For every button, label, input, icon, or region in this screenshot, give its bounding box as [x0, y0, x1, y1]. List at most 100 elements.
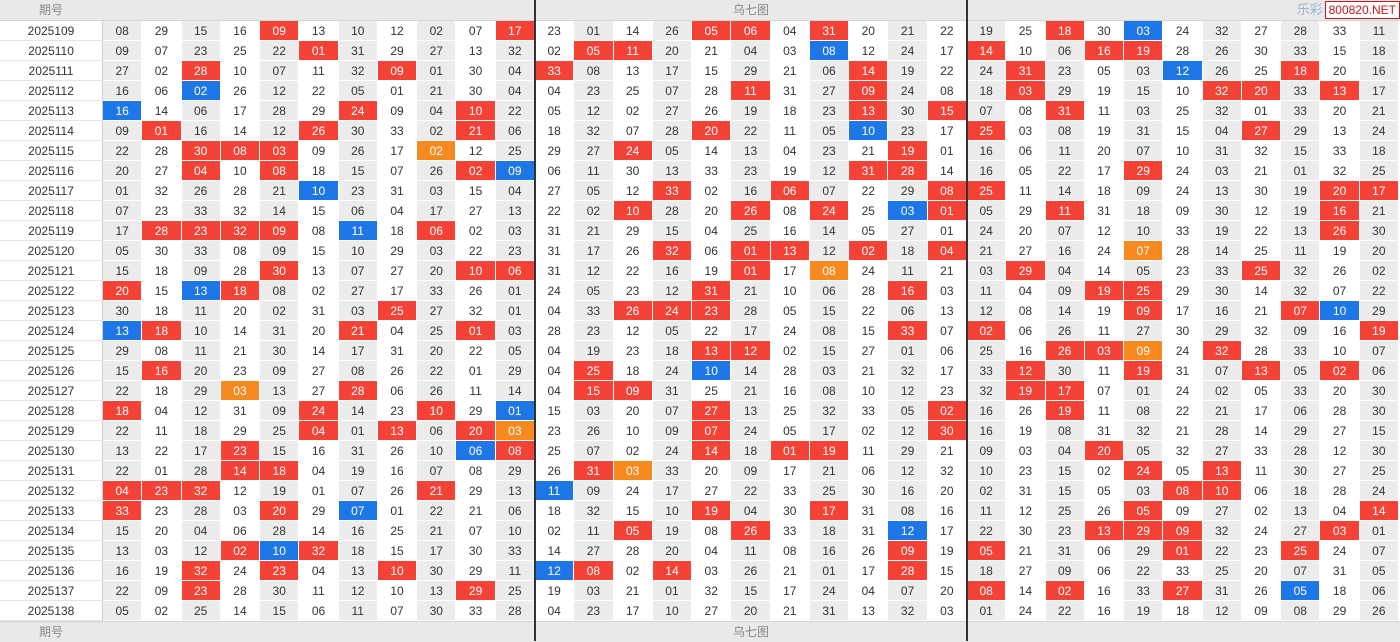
- highlighted-number-cell: 02: [456, 161, 496, 181]
- highlighted-number-cell: 15: [927, 101, 967, 121]
- number-cell: 22: [495, 101, 535, 121]
- highlighted-number-cell: 25: [967, 181, 1007, 201]
- number-cell: 03: [967, 261, 1007, 281]
- number-cell: 23: [535, 421, 575, 441]
- period-cell: 2025129: [0, 421, 102, 441]
- number-cell: 28: [260, 101, 300, 121]
- number-cell: 20: [1084, 141, 1125, 161]
- period-cell: 2025126: [0, 361, 102, 381]
- number-cell: 24: [1359, 121, 1399, 141]
- number-cell: 03: [495, 221, 535, 241]
- number-cell: 13: [338, 561, 378, 581]
- number-cell: 02: [849, 421, 889, 441]
- highlighted-number-cell: 03: [260, 141, 300, 161]
- highlighted-number-cell: 20: [1241, 81, 1282, 101]
- number-cell: 25: [495, 141, 535, 161]
- number-cell: 27: [456, 201, 496, 221]
- number-cell: 25: [967, 341, 1007, 361]
- number-cell: 10: [417, 441, 457, 461]
- number-cell: 23: [1006, 461, 1046, 481]
- number-cell: 24: [1163, 161, 1203, 181]
- number-cell: 04: [1045, 441, 1085, 461]
- number-cell: 06: [1359, 581, 1399, 601]
- number-cell: 15: [849, 321, 889, 341]
- number-cell: 29: [220, 421, 261, 441]
- number-cell: 28: [1281, 441, 1321, 461]
- number-cell: 31: [535, 221, 575, 241]
- number-cell: 01: [1281, 161, 1321, 181]
- number-cell: 24: [967, 61, 1007, 81]
- number-cell: 12: [456, 141, 496, 161]
- number-cell: 02: [613, 101, 653, 121]
- number-cell: 11: [495, 561, 535, 581]
- number-cell: 05: [1124, 261, 1164, 281]
- table-row: 2025133 33 23 28 03 20 29 07 01 22 21 06 18 32 15 10 19 0…: [0, 501, 1400, 521]
- number-cell: 20: [181, 361, 221, 381]
- number-cell: 27: [692, 601, 732, 621]
- number-cell: 25: [770, 401, 810, 421]
- number-cell: 16: [652, 261, 693, 281]
- watermark-faded-text: 乐彩: [1296, 2, 1323, 17]
- highlighted-number-cell: 20: [103, 281, 143, 301]
- number-cell: 20: [652, 541, 693, 561]
- number-cell: 28: [260, 521, 300, 541]
- highlighted-number-cell: 12: [888, 521, 928, 541]
- number-cell: 14: [220, 321, 261, 341]
- number-cell: 21: [731, 281, 771, 301]
- highlighted-number-cell: 31: [692, 281, 732, 301]
- highlighted-number-cell: 32: [652, 241, 693, 261]
- number-cell: 30: [849, 481, 889, 501]
- number-cell: 03: [338, 301, 378, 321]
- number-cell: 16: [770, 381, 810, 401]
- number-cell: 12: [888, 381, 928, 401]
- number-cell: 28: [652, 121, 693, 141]
- number-cell: 11: [181, 341, 221, 361]
- number-cell: 11: [1045, 141, 1085, 161]
- number-cell: 08: [809, 381, 850, 401]
- number-cell: 09: [1045, 281, 1085, 301]
- highlighted-number-cell: 26: [731, 521, 771, 541]
- number-cell: 29: [456, 481, 496, 501]
- number-cell: 09: [377, 101, 418, 121]
- number-cell: 04: [495, 81, 535, 101]
- number-cell: 18: [338, 541, 378, 561]
- number-cell: 18: [809, 521, 850, 541]
- number-cell: 04: [535, 301, 575, 321]
- number-cell: 04: [1006, 281, 1046, 301]
- highlighted-number-cell: 04: [181, 161, 221, 181]
- number-cell: 22: [299, 81, 339, 101]
- number-cell: 09: [652, 421, 693, 441]
- footer-period-label: 期号: [38, 625, 63, 639]
- number-cell: 19: [338, 461, 378, 481]
- highlighted-number-cell: 10: [1202, 481, 1242, 501]
- number-cell: 08: [456, 461, 496, 481]
- highlighted-number-cell: 31: [574, 461, 614, 481]
- number-cell: 15: [103, 521, 143, 541]
- number-cell: 19: [1084, 121, 1125, 141]
- number-cell: 09: [260, 361, 300, 381]
- number-cell: 24: [1163, 381, 1203, 401]
- number-cell: 19: [1320, 241, 1360, 261]
- period-cell: 2025110: [0, 41, 102, 61]
- number-cell: 24: [1163, 181, 1203, 201]
- number-cell: 21: [770, 61, 810, 81]
- highlighted-number-cell: 19: [1045, 401, 1085, 421]
- number-cell: 16: [967, 161, 1007, 181]
- number-cell: 09: [574, 481, 614, 501]
- number-cell: 01: [377, 81, 418, 101]
- number-cell: 23: [181, 41, 221, 61]
- highlighted-number-cell: 09: [1163, 521, 1203, 541]
- number-cell: 27: [574, 141, 614, 161]
- number-cell: 30: [103, 301, 143, 321]
- number-cell: 07: [1320, 281, 1360, 301]
- number-cell: 21: [417, 521, 457, 541]
- number-cell: 26: [417, 161, 457, 181]
- number-cell: 17: [652, 61, 693, 81]
- number-cell: 23: [574, 321, 614, 341]
- number-cell: 23: [1241, 541, 1282, 561]
- highlighted-number-cell: 28: [142, 221, 182, 241]
- number-cell: 33: [574, 301, 614, 321]
- number-cell: 07: [1084, 381, 1125, 401]
- number-cell: 29: [377, 241, 418, 261]
- number-cell: 32: [1281, 281, 1321, 301]
